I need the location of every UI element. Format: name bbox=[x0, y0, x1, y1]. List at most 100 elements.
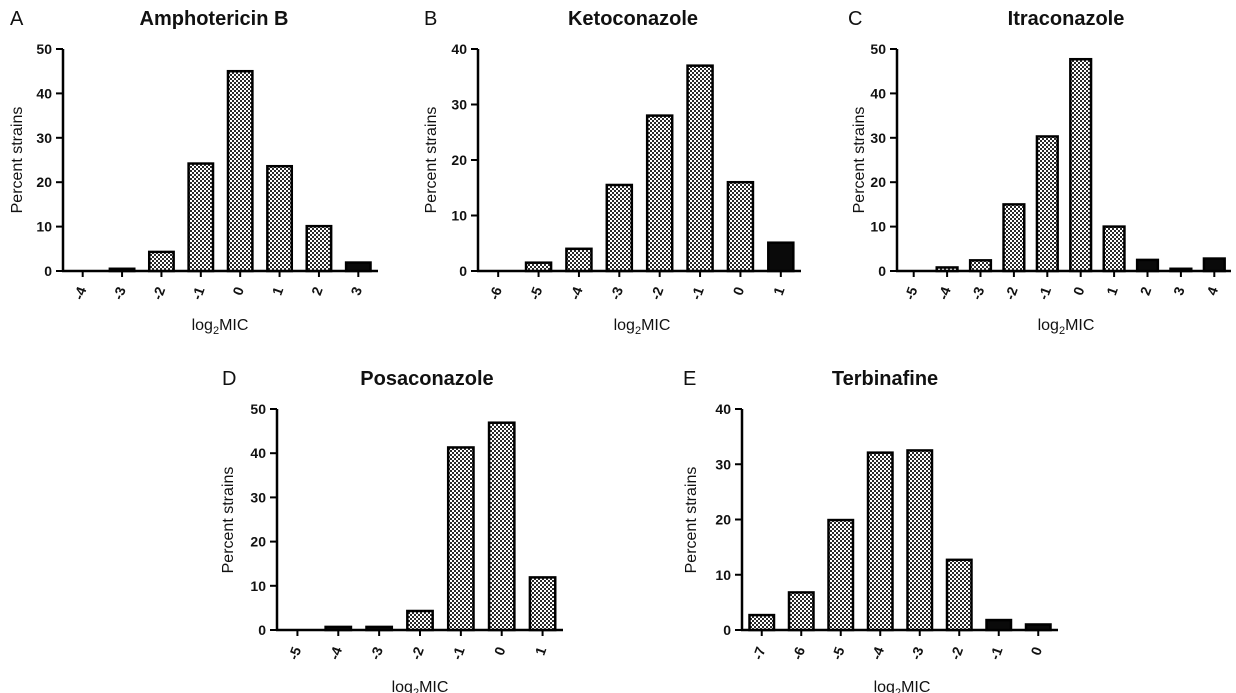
y-tick-label: 30 bbox=[250, 489, 266, 505]
bar bbox=[446, 446, 475, 632]
x-tick-label: 3 bbox=[1170, 284, 1188, 297]
x-tick-label: -4 bbox=[70, 284, 89, 301]
x-tick-label: -1 bbox=[448, 644, 467, 661]
y-tick-label: 30 bbox=[451, 97, 467, 113]
bar bbox=[1169, 267, 1193, 273]
x-tick-label: -2 bbox=[149, 284, 168, 301]
y-tick-label: 30 bbox=[870, 130, 886, 146]
bar bbox=[108, 267, 136, 273]
y-tick-label: 20 bbox=[451, 152, 467, 168]
y-axis-label: Percent strains bbox=[683, 467, 700, 574]
y-tick-label: 40 bbox=[250, 445, 266, 461]
bar bbox=[324, 625, 353, 632]
y-tick-label: 30 bbox=[715, 456, 731, 472]
x-tick-label: 0 bbox=[730, 284, 748, 297]
panel-letter: C bbox=[848, 8, 862, 30]
y-tick-label: 10 bbox=[451, 208, 467, 224]
x-tick-label: -3 bbox=[607, 284, 626, 301]
bar bbox=[365, 625, 394, 632]
x-tick-label: 1 bbox=[1103, 284, 1121, 297]
x-tick-label: 4 bbox=[1203, 284, 1221, 297]
bar bbox=[767, 241, 795, 273]
bar bbox=[906, 449, 934, 632]
bar bbox=[406, 609, 434, 632]
x-tick-label: -1 bbox=[188, 284, 207, 301]
bar bbox=[1024, 623, 1052, 632]
y-tick-label: 10 bbox=[715, 567, 731, 583]
x-tick-label: -7 bbox=[749, 644, 768, 661]
x-tick-label: -2 bbox=[647, 284, 666, 301]
bar bbox=[147, 250, 175, 273]
panel-letter: A bbox=[10, 8, 24, 30]
x-tick-label: -2 bbox=[1001, 284, 1020, 301]
bar bbox=[524, 261, 553, 273]
bar bbox=[344, 261, 372, 273]
x-tick-label: -3 bbox=[367, 644, 386, 661]
bar bbox=[985, 618, 1013, 632]
bar bbox=[748, 613, 776, 632]
x-tick-label: -4 bbox=[935, 284, 954, 301]
y-tick-label: 40 bbox=[36, 85, 52, 101]
y-tick-label: 40 bbox=[870, 85, 886, 101]
x-tick-label: -1 bbox=[986, 644, 1005, 661]
x-tick-label: -3 bbox=[968, 284, 987, 301]
y-tick-label: 0 bbox=[258, 622, 266, 638]
x-axis-label: log2MIC bbox=[614, 317, 671, 337]
x-axis-label: log2MIC bbox=[874, 679, 931, 693]
y-tick-label: 50 bbox=[36, 41, 52, 57]
x-tick-label: -5 bbox=[901, 284, 920, 301]
y-tick-label: 50 bbox=[250, 401, 266, 417]
x-tick-label: 1 bbox=[532, 644, 550, 657]
y-tick-label: 40 bbox=[715, 401, 731, 417]
bar bbox=[1035, 135, 1059, 273]
y-axis-label: Percent strains bbox=[851, 107, 868, 214]
bar bbox=[1002, 203, 1026, 273]
bar bbox=[187, 162, 215, 273]
bar bbox=[686, 64, 714, 273]
bar bbox=[605, 183, 634, 273]
bar bbox=[1202, 257, 1226, 273]
chart-title: Terbinafine bbox=[832, 368, 938, 390]
y-axis-label: Percent strains bbox=[423, 107, 440, 214]
x-tick-label: -4 bbox=[868, 644, 887, 661]
y-tick-label: 0 bbox=[723, 622, 731, 638]
y-tick-label: 0 bbox=[44, 263, 52, 279]
bar bbox=[305, 224, 333, 273]
y-tick-label: 10 bbox=[870, 219, 886, 235]
bar bbox=[968, 259, 993, 273]
x-tick-label: 0 bbox=[1070, 284, 1088, 297]
y-tick-label: 10 bbox=[250, 578, 266, 594]
bar bbox=[266, 164, 294, 273]
x-tick-label: -5 bbox=[285, 644, 304, 661]
bar bbox=[726, 180, 755, 273]
x-axis-label: log2MIC bbox=[1038, 317, 1095, 337]
y-tick-label: 40 bbox=[451, 41, 467, 57]
bar bbox=[565, 247, 593, 273]
bar bbox=[787, 591, 815, 632]
x-tick-label: -5 bbox=[828, 644, 847, 661]
y-tick-label: 0 bbox=[459, 263, 467, 279]
x-tick-label: 0 bbox=[491, 644, 509, 657]
chart-title: Itraconazole bbox=[1008, 8, 1125, 30]
chart-title: Ketoconazole bbox=[568, 8, 698, 30]
bar bbox=[645, 114, 674, 273]
y-tick-label: 20 bbox=[870, 174, 886, 190]
y-tick-label: 10 bbox=[36, 219, 52, 235]
x-tick-label: -6 bbox=[789, 644, 808, 661]
bar bbox=[866, 451, 894, 632]
x-tick-label: -4 bbox=[326, 644, 345, 661]
x-tick-label: 1 bbox=[770, 284, 788, 297]
y-tick-label: 20 bbox=[715, 512, 731, 528]
x-tick-label: 1 bbox=[269, 284, 287, 297]
y-tick-label: 0 bbox=[878, 263, 886, 279]
bar bbox=[1069, 57, 1093, 273]
x-axis-label: log2MIC bbox=[392, 679, 449, 693]
bar bbox=[827, 518, 855, 632]
x-tick-label: -5 bbox=[526, 284, 545, 301]
bar bbox=[487, 421, 516, 632]
